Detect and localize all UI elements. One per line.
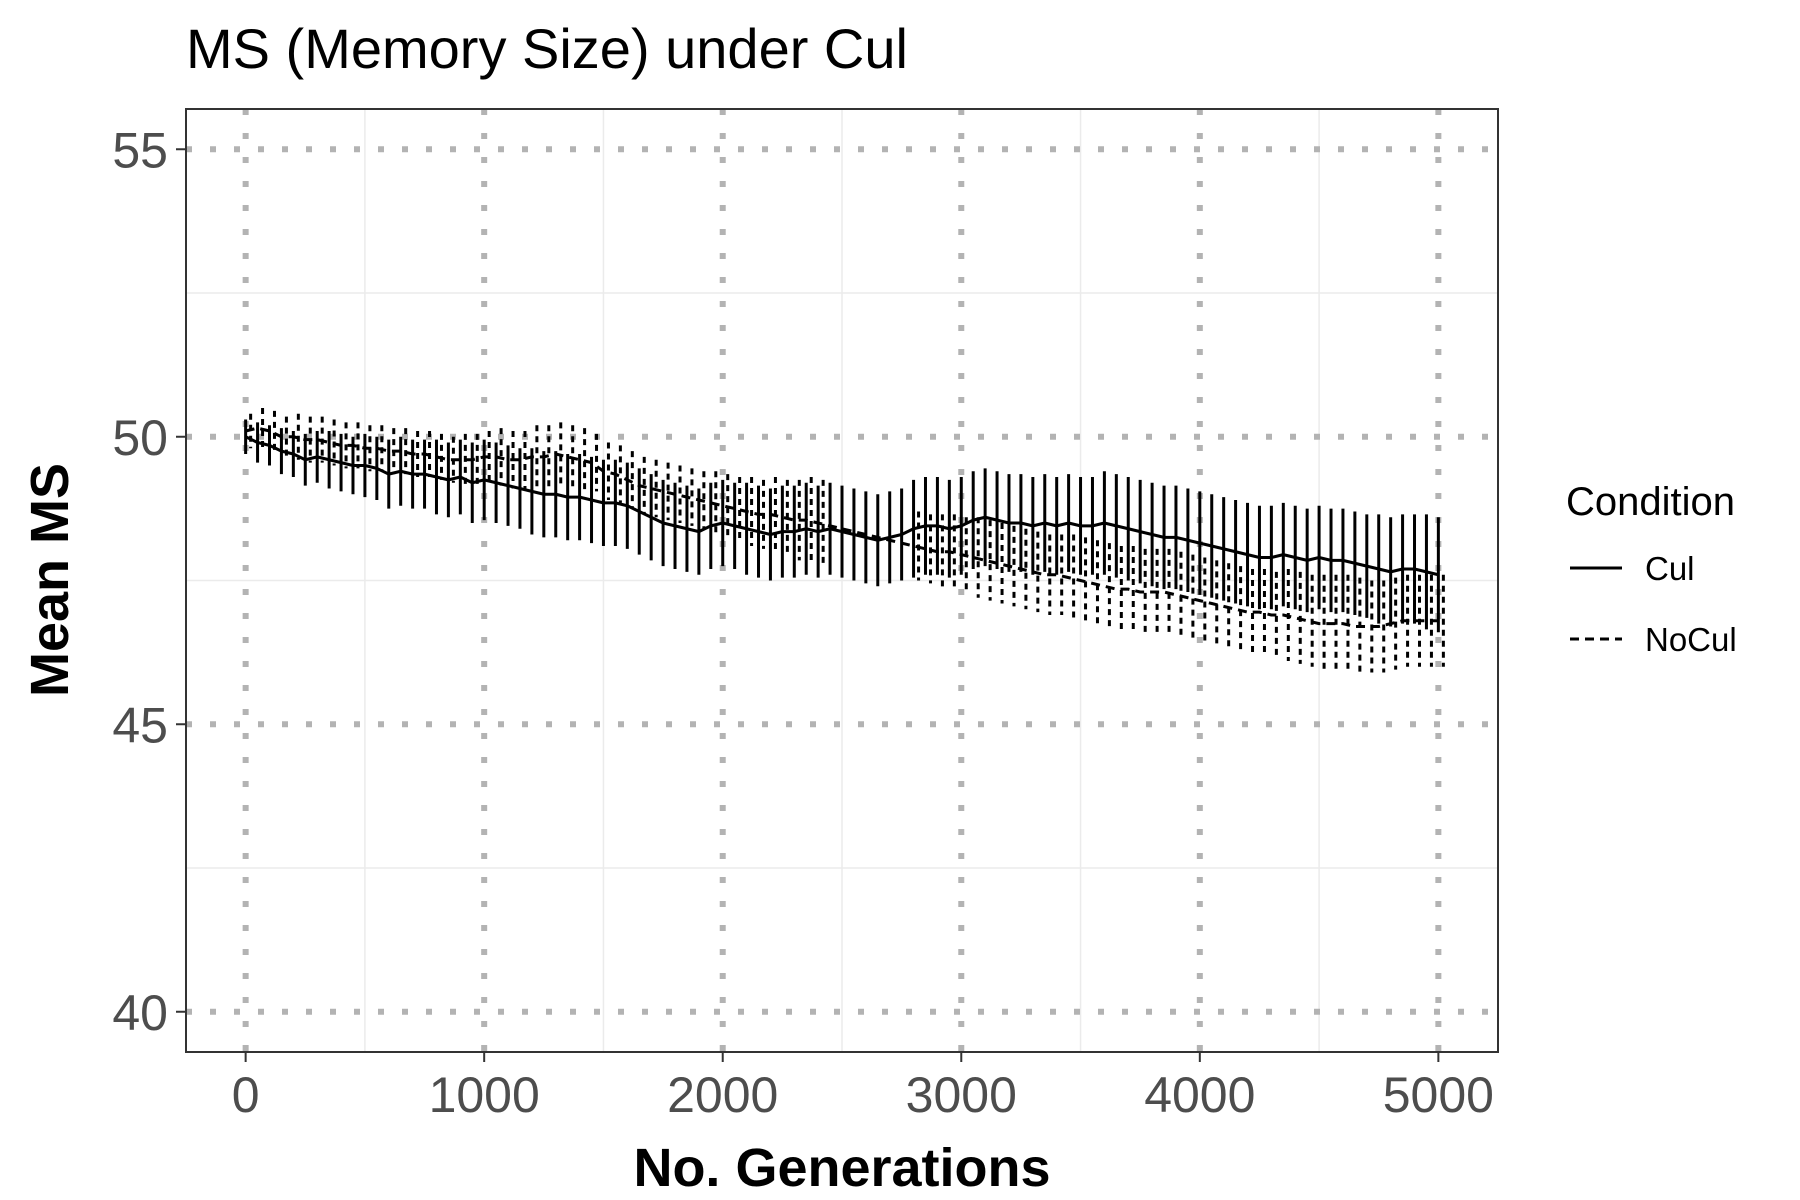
x-tick-label: 3000 [906, 1067, 1017, 1123]
series-lines [244, 426, 1439, 628]
plot-border [185, 108, 1499, 1053]
y-axis-title: Mean MS [20, 463, 80, 697]
legend-label-nocul: NoCul [1645, 621, 1737, 658]
y-tick-label: 55 [112, 122, 168, 178]
x-axis: 0 1000 2000 3000 4000 5000 [232, 1052, 1494, 1123]
y-tick-label: 40 [112, 985, 168, 1041]
y-axis: 40 45 50 55 [112, 122, 186, 1041]
y-tick-label: 45 [112, 697, 168, 753]
grid-major [186, 109, 1498, 1052]
legend-title: Condition [1566, 480, 1735, 524]
x-tick-label: 2000 [667, 1067, 778, 1123]
legend-label-cul: Cul [1645, 550, 1695, 587]
y-tick-label: 50 [112, 410, 168, 466]
x-axis-title: No. Generations [633, 1138, 1050, 1198]
legend: Condition Cul NoCul [1566, 480, 1737, 658]
x-tick-label: 1000 [429, 1067, 540, 1123]
x-tick-label: 5000 [1383, 1067, 1494, 1123]
series-line-cul [244, 435, 1439, 577]
x-tick-label: 0 [232, 1067, 260, 1123]
x-tick-label: 4000 [1144, 1067, 1255, 1123]
chart-title: MS (Memory Size) under Cul [186, 17, 908, 80]
grid-minor [186, 109, 1498, 1052]
series-line-nocul [245, 426, 1439, 628]
